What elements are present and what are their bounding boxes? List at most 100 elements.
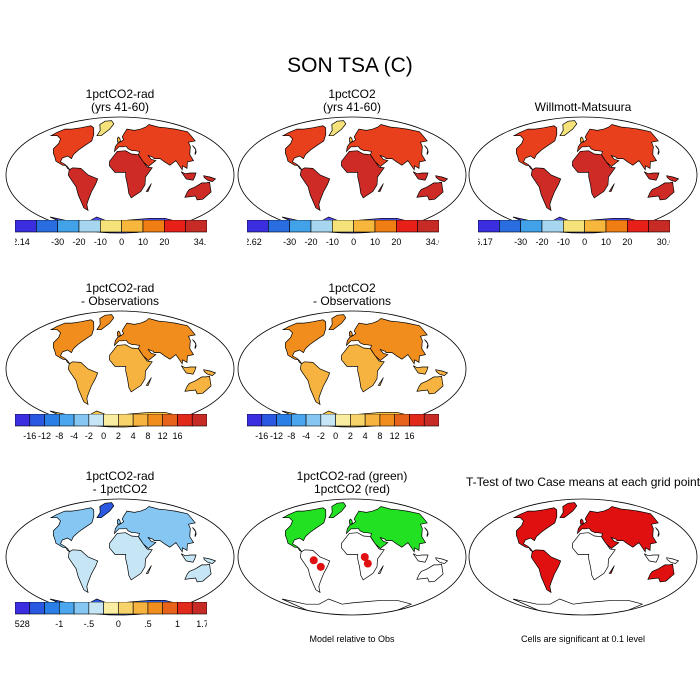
colorbar-swatch [305,414,322,427]
colorbar-tick-label: -30 [51,237,64,247]
colorbar-swatch [118,602,134,615]
continent-shape [416,181,444,201]
colorbar-tick-label: -8 [55,431,63,441]
continent-shape [113,318,196,365]
continent-shape [192,527,197,537]
world-map-icon [5,310,235,428]
continent-shape [377,183,384,192]
significance-patch [363,559,372,568]
continent-shape [530,167,562,212]
colorbar-swatch [185,220,207,233]
continent-shape [145,565,152,574]
colorbar-swatch [73,602,90,615]
continent-shape [579,136,584,143]
colorbar-swatch [291,414,307,427]
colorbar-swatch [29,602,45,615]
colorbar: -16 -12 -8 -4 -2 0 2 4 8 12 16 [247,414,439,441]
continent-shape [647,181,675,201]
colorbar-tick-label: 1.76 [196,619,207,629]
continent-shape [345,124,428,171]
continent-shape [412,365,429,375]
continent-shape [416,563,444,583]
colorbar-tick-label: -20 [535,237,548,247]
colorbar-tick-label: 10 [138,237,148,247]
colorbar-swatch [310,220,333,233]
continent-shape [572,150,616,199]
colorbar-tick-label: 2 [348,431,353,441]
continent-shape [67,167,99,212]
continent-shape [96,314,115,331]
colorbar: -56.17 -30 -20 -10 0 10 20 30.07 [478,220,670,247]
panel-1pctco2-rad: 1pctCO2-rad (yrs 41-60) -52.14 -30 -20 -10 0… [5,88,235,273]
continent-shape [203,369,217,376]
continent-shape [608,565,615,574]
panel-title: 1pctCO2 (yrs 41-60) [322,87,381,114]
colorbar-tick-label: -30 [283,237,296,247]
colorbar-tick-label: -4 [70,431,78,441]
colorbar-swatch [520,220,543,233]
panel-title: 1pctCO2 - Observations [312,281,392,308]
map-border [468,498,698,616]
map-border [237,310,467,428]
colorbar-swatch [541,220,564,233]
panel-title: 1pctCO2-rad (yrs 41-60) [85,87,155,114]
continent-shape [203,557,217,564]
continent-shape [49,319,95,365]
colorbar-tick-label: -2 [85,431,93,441]
colorbar-tick-label: -56.17 [478,237,493,247]
colorbar-tick-label: 34.17 [194,237,207,247]
significance-patch [309,556,318,565]
colorbar-tick-label: -16 [23,431,36,441]
map-border [237,116,467,234]
continent-shape [512,507,558,553]
colorbar-tick-label: 16 [172,431,182,441]
continent-shape [377,377,384,386]
colorbar-swatch [103,602,119,615]
continent-shape [116,136,121,143]
continent-shape [109,150,153,199]
colorbar-tick-label: -20 [304,237,317,247]
continent-shape [512,125,558,171]
world-map-icon [237,310,467,428]
continent-shape [412,553,429,563]
continent-shape [655,145,660,155]
colorbar-tick-label: -20 [72,237,85,247]
continent-shape [559,120,578,137]
colorbar-swatch [177,602,193,615]
panel-willmott-matsuura: Willmott-Matsuura -56.17 -30 -20 -10 0 10 20 30… [468,88,698,273]
panel-title: 1pctCO2-rad - 1pctCO2 [85,469,155,496]
panel-1pctco2-rad-minus-obs: 1pctCO2-rad - Observations -16 -12 -8 -4 -2 0… [5,282,235,467]
colorbar-tick-label: -3.528 [15,619,30,629]
colorbar-swatch [289,220,312,233]
continent-shape [184,181,212,201]
continent-shape [192,145,197,155]
continent-shape [572,532,616,581]
map-border [5,498,235,616]
continent-shape [116,330,121,337]
colorbar-tick-label: 20 [391,237,401,247]
continent-shape [328,120,347,137]
continent-shape [180,553,197,563]
colorbar-tick-label: -2 [317,431,325,441]
continent-shape [435,369,449,376]
panel-note: Cells are significant at 0.1 level [520,634,646,644]
colorbar-swatch [332,220,354,233]
world-map-icon [468,498,698,616]
colorbar-tick-label: -8 [287,431,295,441]
continent-shape [647,563,675,583]
map-border [5,310,235,428]
continent-shape [281,319,327,365]
colorbar-swatch [177,414,193,427]
colorbar-swatch [15,602,31,615]
colorbar-swatch [36,220,58,233]
colorbar-swatch [396,220,418,233]
colorbar-swatch [364,414,381,427]
colorbar-swatch [162,602,178,615]
colorbar-tick-label: .5 [144,619,152,629]
colorbar-swatch [247,414,263,427]
colorbar-swatch [268,220,290,233]
colorbar-swatch [44,602,60,615]
continent-shape [576,506,659,553]
colorbar-tick-label: 20 [622,237,632,247]
colorbar-swatch [394,414,410,427]
